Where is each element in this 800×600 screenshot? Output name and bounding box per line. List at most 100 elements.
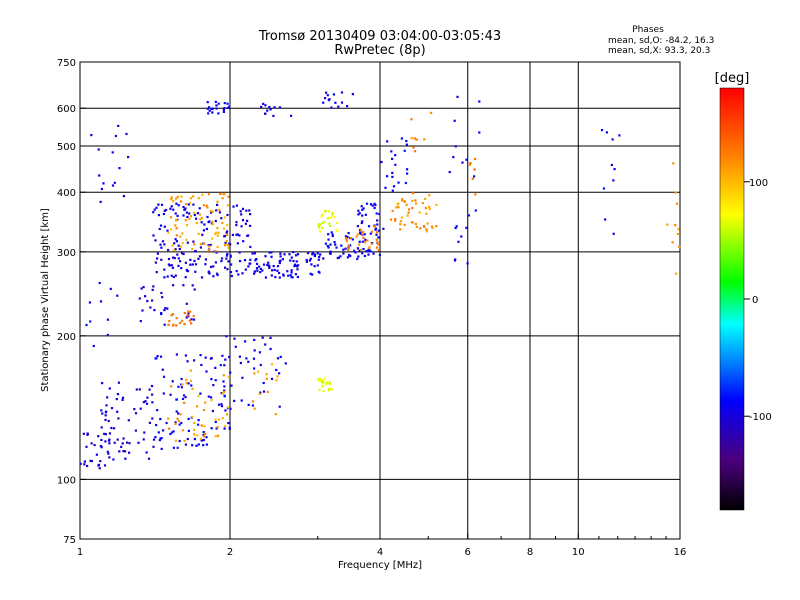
data-point [176,253,179,256]
data-point [222,227,226,230]
data-point [400,199,404,202]
data-point [195,444,198,447]
data-point [175,410,178,413]
data-point [224,409,227,412]
data-point [166,307,169,310]
data-point [401,198,404,201]
data-point [377,236,380,239]
data-point [139,320,142,323]
data-point [454,226,457,230]
data-point [361,240,364,243]
data-point [325,91,328,94]
data-point [163,268,166,271]
data-point [356,247,359,250]
data-point [247,265,250,268]
data-point [278,276,281,279]
data-point [155,424,158,427]
data-point [273,268,276,272]
data-point [167,248,170,252]
data-point [111,151,114,154]
data-point [253,372,256,375]
data-point [469,162,472,165]
data-point [258,265,261,268]
data-point [141,309,144,312]
data-point [207,270,211,273]
data-point [325,381,328,384]
data-point [155,357,158,360]
data-point [611,138,614,141]
data-point [172,430,175,433]
data-point [376,231,379,234]
data-point [208,106,211,109]
data-point [202,204,205,207]
data-point [604,218,607,221]
data-point [358,212,361,215]
data-point [167,231,170,234]
data-point [473,175,476,178]
data-point [258,392,261,395]
data-point [152,438,156,441]
data-point [85,323,88,327]
data-point [170,198,173,201]
data-point [326,217,330,220]
data-point [353,249,356,252]
data-point [610,163,613,167]
data-point [219,364,222,367]
data-point [240,213,243,216]
data-point [274,276,277,279]
data-point [191,263,194,266]
data-point [216,245,219,249]
data-point [228,105,231,108]
data-point [183,401,186,404]
data-point [216,273,219,277]
data-point [207,248,210,252]
data-point [361,230,364,234]
data-point [305,260,308,263]
data-point [205,227,208,231]
data-point [99,200,102,203]
x-tick-label: 10 [572,547,585,558]
data-point [337,105,340,108]
data-point [327,233,330,236]
data-point [375,246,379,249]
data-point [279,259,282,262]
data-point [182,394,186,397]
data-point [296,275,299,279]
data-point [259,391,262,394]
data-point [181,232,184,235]
data-point [117,417,120,420]
data-point [189,263,192,266]
data-point [192,195,195,198]
data-point [329,388,332,391]
data-point [334,101,337,104]
data-point [214,219,217,223]
data-point [321,381,324,384]
data-point [177,204,180,207]
data-point [208,272,211,275]
data-point [281,258,284,261]
data-point [197,232,200,235]
data-point [408,208,411,211]
phases-x-stats: mean, sd,X: 93.3, 20.3 [608,46,710,56]
data-point [180,252,184,255]
data-point [193,213,196,217]
data-point [259,363,262,367]
data-point [166,229,169,232]
data-point [221,221,224,225]
data-point [335,246,338,249]
colorbar-tick-label: 100 [749,178,768,189]
data-point [224,358,227,361]
data-point [187,312,190,315]
data-point [428,194,431,197]
data-point [238,260,242,263]
data-point [194,263,198,266]
data-point [156,355,159,358]
data-point [311,253,314,256]
data-point [261,336,264,339]
data-point [153,208,156,211]
data-point [185,378,188,381]
data-point [116,393,120,396]
data-point [374,228,377,231]
data-point [349,237,352,240]
data-point [156,252,159,255]
